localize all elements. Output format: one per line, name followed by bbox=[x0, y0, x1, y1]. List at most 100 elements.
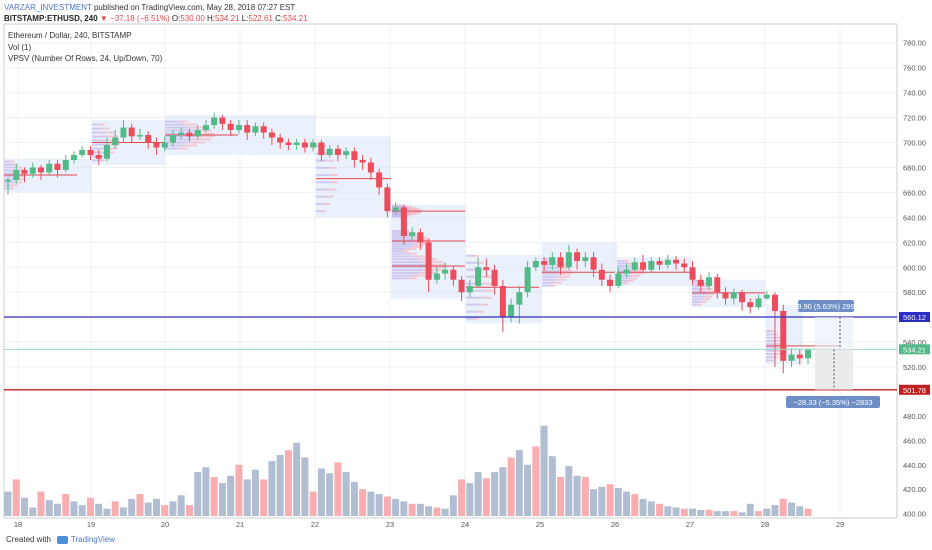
author-link[interactable]: VARZAR_INVESTMENT bbox=[4, 3, 92, 12]
profile-row-up bbox=[392, 269, 423, 272]
ohlc-high: 534.21 bbox=[215, 14, 240, 23]
profile-row-up bbox=[766, 359, 771, 362]
candle-body bbox=[516, 292, 523, 305]
profile-row-up bbox=[392, 232, 407, 235]
profile-row-up bbox=[316, 203, 325, 206]
volume-bar bbox=[705, 509, 713, 516]
profile-row-up bbox=[692, 287, 705, 290]
candle-body bbox=[392, 207, 399, 212]
volume-tick-label: 400.00 bbox=[903, 510, 926, 519]
profile-row-down bbox=[192, 138, 212, 141]
volume-bar bbox=[656, 503, 664, 516]
volume-bar bbox=[672, 507, 680, 516]
candle-body bbox=[417, 232, 424, 243]
profile-row-down bbox=[623, 260, 629, 263]
candle-body bbox=[483, 267, 490, 270]
profile-row-up bbox=[392, 215, 401, 218]
profile-row-up bbox=[692, 282, 701, 285]
tradingview-name: TradingView bbox=[70, 535, 115, 544]
volume-bar bbox=[144, 502, 152, 516]
y-tick-label: 700.00 bbox=[903, 139, 926, 148]
candle-body bbox=[722, 292, 729, 299]
volume-bar bbox=[95, 503, 103, 516]
volume-bar bbox=[680, 508, 688, 516]
volume-bar bbox=[383, 496, 391, 516]
profile-row-up bbox=[692, 303, 698, 306]
profile-row-up bbox=[542, 263, 557, 266]
x-tick-label: 22 bbox=[311, 520, 319, 529]
volume-bar bbox=[177, 495, 185, 516]
volume-bar bbox=[53, 503, 61, 516]
volume-bar bbox=[334, 462, 342, 516]
profile-row-down bbox=[410, 234, 423, 237]
volume-bar bbox=[111, 501, 119, 516]
profile-row-up bbox=[392, 260, 423, 263]
volume-bar bbox=[614, 487, 622, 516]
profile-row-down bbox=[184, 123, 198, 126]
candle-body bbox=[351, 151, 358, 160]
profile-row-down bbox=[14, 166, 22, 169]
profile-row-down bbox=[626, 279, 634, 282]
volume-bar bbox=[260, 479, 268, 516]
tradingview-brand[interactable]: TradingView bbox=[56, 535, 115, 544]
price-change: ▼ −37.18 (−6.51%) bbox=[99, 14, 170, 23]
ohlc-open-label: O: bbox=[171, 14, 181, 23]
profile-row-down bbox=[328, 166, 337, 169]
volume-bar bbox=[722, 511, 730, 516]
measure-label-bg bbox=[786, 396, 880, 408]
y-tick-label: 520.00 bbox=[903, 363, 926, 372]
legend-vpsv: VPSV (Number Of Rows, 24, Up/Down, 70) bbox=[8, 54, 163, 63]
profile-row-up bbox=[165, 123, 185, 126]
volume-bar bbox=[194, 472, 202, 516]
profile-row-down bbox=[406, 277, 417, 280]
volume-bar bbox=[466, 483, 474, 516]
profile-row-up bbox=[466, 261, 477, 264]
candle-body bbox=[640, 262, 647, 270]
profile-row-up bbox=[692, 300, 701, 303]
candle-body bbox=[780, 310, 787, 361]
profile-row-down bbox=[476, 261, 485, 264]
profile-row-up bbox=[165, 141, 190, 144]
volume-bar bbox=[293, 442, 301, 516]
candle-body bbox=[582, 257, 589, 262]
profile-row-up bbox=[392, 243, 414, 246]
profile-row-down bbox=[194, 135, 215, 138]
candle-body bbox=[631, 262, 638, 270]
volume-bar bbox=[763, 508, 771, 516]
ohlc-close-label: C: bbox=[275, 14, 284, 23]
profile-row-down bbox=[403, 214, 412, 217]
candle-body bbox=[805, 349, 811, 359]
volume-bar bbox=[276, 455, 284, 516]
volume-bar bbox=[425, 506, 433, 516]
profile-row-up bbox=[392, 271, 419, 274]
profile-row-up bbox=[542, 284, 551, 287]
profile-row-up bbox=[4, 172, 18, 175]
created-with-label: Created with bbox=[6, 535, 51, 544]
profile-row-down bbox=[408, 211, 420, 214]
ohlc-low: 522.61 bbox=[248, 14, 273, 23]
candle-body bbox=[318, 142, 325, 155]
volume-bar bbox=[746, 503, 754, 516]
candle-body bbox=[565, 252, 572, 268]
candle-body bbox=[433, 273, 440, 280]
candle-body bbox=[607, 279, 614, 286]
profile-row-down bbox=[105, 151, 115, 154]
candle-body bbox=[334, 148, 341, 155]
volume-bar bbox=[433, 507, 441, 516]
profile-row-down bbox=[558, 266, 570, 269]
profile-row-down bbox=[406, 247, 417, 250]
candle-body bbox=[120, 127, 127, 138]
profile-row-down bbox=[16, 169, 25, 172]
candle-body bbox=[293, 142, 300, 146]
profile-row-up bbox=[165, 147, 179, 150]
price-tag-bg bbox=[899, 312, 930, 323]
profile-row-down bbox=[556, 278, 567, 281]
volume-bar bbox=[738, 512, 746, 516]
volume-bar bbox=[62, 494, 70, 516]
profile-row-down bbox=[326, 159, 334, 162]
y-tick-label: 720.00 bbox=[903, 114, 926, 123]
candle-body bbox=[178, 132, 185, 136]
candle-body bbox=[268, 132, 275, 138]
candle-body bbox=[5, 179, 11, 182]
